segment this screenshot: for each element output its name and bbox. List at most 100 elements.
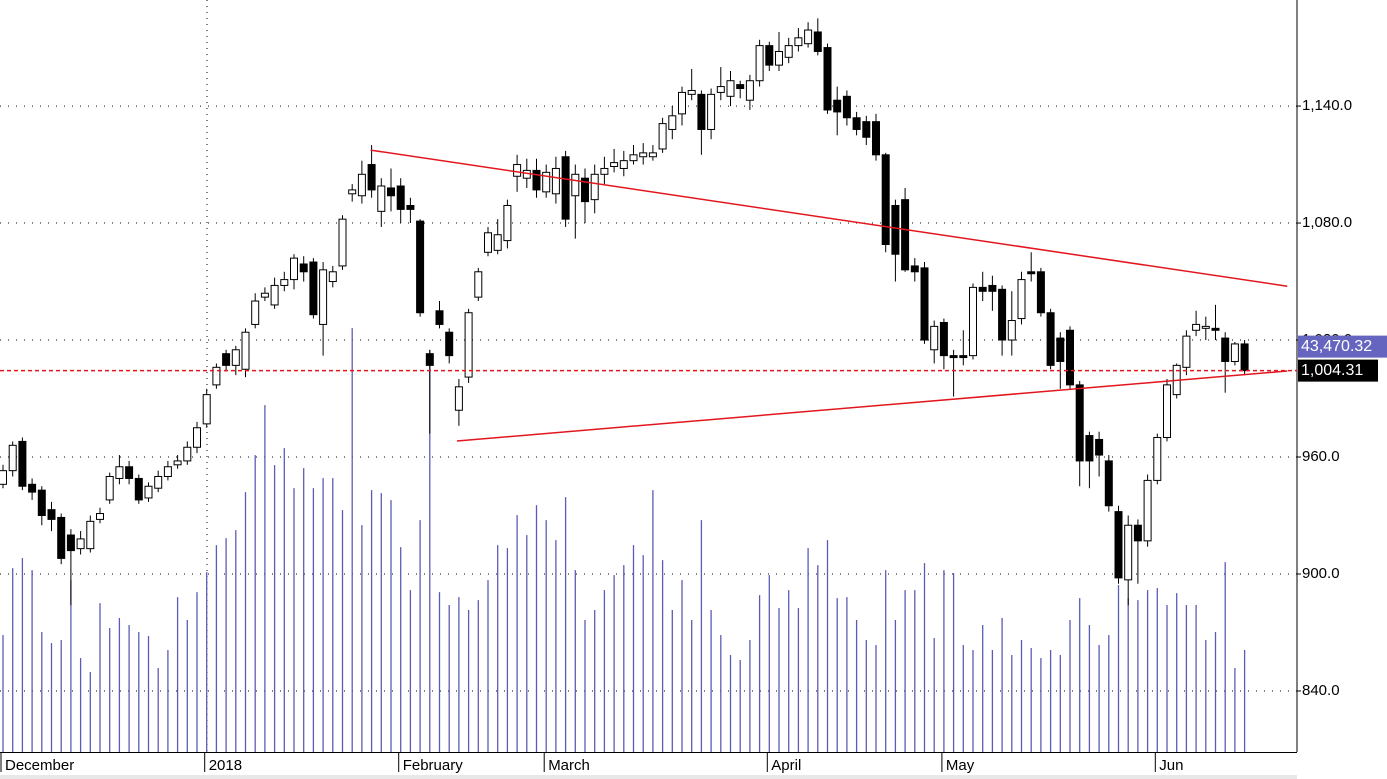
candle-body — [513, 164, 522, 177]
candle-body — [1192, 323, 1201, 331]
trendline — [456, 370, 1288, 442]
candle-body — [745, 80, 754, 101]
candle-body — [1085, 435, 1094, 462]
candle-body — [1133, 524, 1142, 542]
candle-body — [619, 160, 628, 169]
candle-body — [96, 513, 104, 520]
candle-body — [988, 284, 997, 292]
candle-body — [755, 45, 764, 82]
candle-body — [28, 483, 37, 493]
candle-body — [833, 99, 842, 113]
candle-body — [707, 93, 716, 130]
candle-body — [1046, 312, 1055, 366]
candle-body — [503, 204, 512, 242]
candle-body — [1211, 327, 1220, 331]
candle-body — [600, 167, 609, 175]
y-tick-label: 900.0 — [1302, 565, 1340, 582]
candle-body — [930, 325, 939, 351]
scroll-strip — [0, 775, 1297, 779]
candle-body — [1095, 438, 1104, 456]
candle-body — [435, 310, 444, 325]
candle-body — [1017, 279, 1026, 320]
candle-body — [1027, 271, 1036, 275]
candle-body — [348, 189, 357, 195]
candle-body — [668, 115, 677, 130]
candle-body — [775, 50, 783, 66]
candle-body — [76, 538, 85, 550]
candle-body — [309, 261, 318, 316]
candle-body — [222, 353, 231, 366]
candle-body — [813, 31, 822, 52]
y-tick-label: 960.0 — [1302, 448, 1340, 465]
candle-body — [949, 355, 958, 359]
candle-body — [1075, 384, 1084, 462]
candle-body — [881, 154, 890, 245]
candle-body — [367, 164, 376, 191]
candle-body — [212, 366, 221, 386]
candle-body — [842, 95, 851, 119]
volume-last-label: 43,470.32 — [1301, 338, 1372, 355]
candle-body — [823, 47, 832, 111]
candle-body — [202, 394, 211, 425]
candle-body — [154, 476, 163, 489]
candle-body — [1201, 325, 1210, 329]
candle-body — [57, 516, 66, 559]
x-tick-label: May — [946, 757, 975, 774]
candle-body — [1007, 320, 1016, 341]
y-tick-label: 840.0 — [1302, 682, 1340, 699]
candle-body — [8, 444, 17, 472]
candle-body — [959, 355, 968, 359]
candle-body — [474, 271, 483, 298]
candle-body — [901, 199, 910, 271]
y-tick-label: 1,080.0 — [1302, 214, 1352, 231]
candle-body — [590, 173, 599, 201]
candle-body — [134, 477, 143, 501]
candle-body — [357, 173, 366, 197]
candle-body — [37, 489, 46, 517]
candle-body — [18, 440, 27, 487]
candle-body — [978, 286, 987, 292]
candle-body — [629, 154, 638, 162]
x-tick-label: February — [403, 757, 464, 774]
candle-body — [542, 171, 551, 193]
candle-body — [872, 121, 880, 156]
candle-body — [1036, 271, 1045, 314]
candle-body — [736, 84, 745, 90]
candle-body — [1240, 343, 1249, 372]
candle-body — [1104, 460, 1113, 507]
candle-body — [1163, 384, 1171, 439]
candle-body — [445, 331, 454, 357]
candle-body — [678, 91, 686, 115]
candle-body — [299, 263, 308, 273]
candle-body — [493, 234, 502, 251]
candle-body — [939, 321, 948, 357]
candle-body — [183, 446, 192, 462]
candle-body — [396, 185, 405, 210]
candle-body — [1182, 335, 1191, 368]
candle-body — [270, 284, 279, 306]
candle-body — [920, 267, 929, 341]
trendline — [370, 149, 1288, 287]
candle-body — [280, 279, 289, 286]
candle-body — [716, 86, 725, 93]
x-tick-label: April — [771, 757, 801, 774]
candle-body — [338, 218, 347, 267]
candle-body — [387, 187, 395, 197]
candle-body — [0, 470, 7, 485]
candle-body — [784, 45, 793, 58]
candle-body — [532, 169, 541, 191]
candle-body — [1221, 337, 1230, 362]
candle-body — [144, 485, 153, 499]
x-tick-label: 2018 — [209, 757, 242, 774]
x-tick-label: Jun — [1159, 757, 1183, 774]
close-label-box — [1298, 359, 1378, 382]
candle-body — [86, 520, 95, 550]
candle-body — [794, 37, 803, 47]
candle-body — [231, 349, 240, 366]
candle-body — [765, 45, 774, 66]
candle-body — [852, 117, 861, 130]
x-tick-label: December — [5, 757, 74, 774]
candle-body — [551, 167, 560, 195]
candle-body — [561, 156, 570, 220]
candle-body — [173, 460, 182, 466]
